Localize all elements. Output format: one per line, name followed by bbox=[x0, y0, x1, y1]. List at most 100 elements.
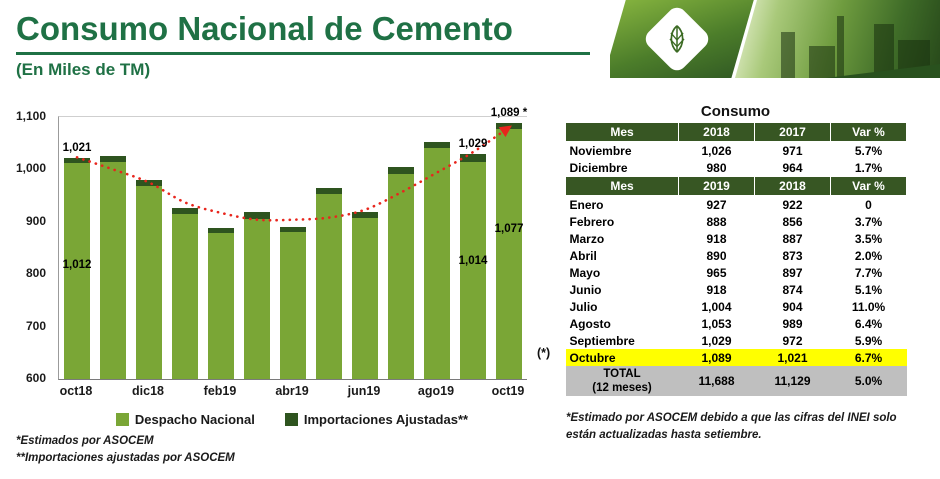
legend-swatch bbox=[284, 413, 298, 426]
consumo-table: Mes 2018 2017 Var % Noviembre 1,026 971 5.7% Dic… bbox=[565, 122, 907, 396]
y-tick-label: 900 bbox=[25, 213, 46, 228]
cell: 1,089 bbox=[678, 349, 755, 366]
bar-despacho-label: 1,012 bbox=[62, 259, 92, 272]
cell: Abril bbox=[569, 248, 597, 263]
cell: 6.4% bbox=[854, 316, 883, 331]
imports-segment-nov18 bbox=[100, 155, 126, 163]
cell: 3.5% bbox=[854, 231, 883, 246]
cell: 989 bbox=[782, 316, 803, 331]
table-row-noviembre: Noviembre 1,026 971 5.7% bbox=[566, 142, 907, 160]
cell: 7.7% bbox=[854, 265, 883, 280]
legend-label: Despacho Nacional bbox=[134, 412, 255, 427]
photo-silhouette bbox=[781, 32, 795, 78]
bar-dic18 bbox=[136, 179, 162, 379]
bar-nov18 bbox=[100, 155, 126, 379]
imports-segment-sep19 bbox=[460, 154, 486, 163]
y-axis: 1,100 1,000 900 800 700 600 bbox=[10, 109, 54, 385]
photo-silhouette bbox=[837, 16, 844, 78]
x-tick-label: ago19 bbox=[417, 384, 455, 398]
column-header: 2017 bbox=[754, 122, 831, 142]
bar-jul19 bbox=[388, 167, 414, 379]
table-header-row: Mes 2018 2017 Var % bbox=[565, 122, 907, 142]
y-tick-label: 600 bbox=[25, 371, 46, 385]
bar-oct19 bbox=[496, 122, 522, 379]
column-header: 2019 bbox=[678, 176, 755, 196]
page-subtitle: (En Miles de TM) bbox=[16, 60, 151, 79]
cell: 971 bbox=[782, 143, 803, 158]
imports-segment-ene19 bbox=[172, 207, 198, 214]
total-label-line1: TOTAL bbox=[603, 367, 641, 380]
table-row-agosto: Agosto 1,053 989 6.4% bbox=[566, 315, 907, 332]
total-label-line2: (12 meses) bbox=[592, 382, 652, 394]
cell: 1,029 bbox=[701, 333, 732, 348]
bar-slot-feb19 bbox=[203, 117, 239, 379]
imports-segment-jul19 bbox=[388, 167, 414, 174]
cell: Mayo bbox=[569, 265, 601, 280]
bar-total-label: 1,021 bbox=[62, 142, 92, 155]
table-header-row: Mes 2019 2018 Var % bbox=[565, 176, 907, 196]
x-tick-label: dic18 bbox=[132, 384, 164, 398]
cell: Febrero bbox=[569, 214, 615, 229]
cell: 1,053 bbox=[701, 316, 732, 331]
x-tick-label: abr19 bbox=[275, 384, 309, 398]
imports-segment-abr19 bbox=[280, 227, 306, 233]
cell: 918 bbox=[706, 231, 727, 246]
bar-slot-may19 bbox=[311, 117, 347, 379]
bar-slot-oct19 bbox=[491, 117, 527, 379]
cell: Marzo bbox=[569, 231, 605, 246]
x-tick-label: oct18 bbox=[59, 384, 93, 398]
imports-segment-may19 bbox=[316, 187, 342, 195]
consumption-chart: 1,100 1,000 900 800 700 600 1,021 1,012 1,029 1,… bbox=[10, 100, 527, 450]
bar-slot-mar19 bbox=[239, 117, 275, 379]
imports-segment-oct19 bbox=[496, 122, 522, 130]
cell: 11.0% bbox=[851, 299, 886, 314]
cell: 918 bbox=[706, 282, 727, 297]
cell: 887 bbox=[782, 231, 803, 246]
total-label: TOTAL (12 meses) bbox=[565, 366, 679, 396]
column-header: Mes bbox=[565, 122, 679, 142]
table-row-marzo: Marzo 918 887 3.5% bbox=[566, 230, 907, 247]
table-total-row: TOTAL (12 meses) 11,688 11,129 5.0% bbox=[565, 366, 907, 396]
bar-mar19 bbox=[244, 212, 270, 379]
legend-label: Importaciones Ajustadas** bbox=[303, 412, 469, 427]
table-row-junio: Junio 918 874 5.1% bbox=[566, 281, 907, 298]
legend-swatch bbox=[115, 413, 129, 426]
table-row-octubre: Octubre 1,089 1,021 6.7% bbox=[565, 349, 907, 366]
cell: 964 bbox=[782, 160, 803, 175]
total-cell: 5.0% bbox=[830, 366, 907, 396]
table-row-mayo: Mayo 965 897 7.7% bbox=[566, 264, 907, 281]
chart-legend: Despacho Nacional Importaciones Ajustadas… bbox=[58, 412, 526, 427]
photo-silhouette bbox=[809, 46, 835, 78]
total-cell: 11,688 bbox=[678, 366, 755, 396]
cell: 890 bbox=[706, 248, 727, 263]
bar-abr19 bbox=[280, 227, 306, 379]
cell: 922 bbox=[782, 197, 803, 212]
total-cell: 11,129 bbox=[754, 366, 831, 396]
cell: Enero bbox=[569, 197, 604, 212]
imports-segment-oct18 bbox=[64, 158, 90, 164]
bar-slot-oct18 bbox=[59, 117, 95, 379]
y-tick-label: 1,100 bbox=[15, 109, 46, 123]
x-tick-label: oct19 bbox=[491, 384, 525, 398]
column-header: Mes bbox=[565, 176, 679, 196]
header-photo bbox=[735, 0, 940, 78]
bar-may19 bbox=[316, 187, 342, 379]
chart-footnote-2: **Importaciones ajustadas por ASOCEM bbox=[16, 451, 235, 464]
column-header: Var % bbox=[830, 122, 907, 142]
imports-segment-ago19 bbox=[424, 141, 450, 149]
cell: 1,004 bbox=[701, 299, 732, 314]
bar-slot-jun19 bbox=[347, 117, 383, 379]
plot-area: 1,021 1,012 1,029 1,014 1,089 * 1,077 bbox=[58, 107, 527, 380]
bar-slot-ene19 bbox=[167, 117, 203, 379]
page-title: Consumo Nacional de Cemento bbox=[16, 10, 513, 47]
bar-slot-ago19 bbox=[419, 117, 455, 379]
asocem-logo bbox=[641, 3, 713, 75]
cell: Junio bbox=[569, 282, 602, 297]
cell: 6.7% bbox=[830, 349, 907, 366]
cell: 1.7% bbox=[854, 160, 883, 175]
cell: 888 bbox=[706, 214, 727, 229]
x-tick-label: jun19 bbox=[347, 384, 381, 398]
cell: 897 bbox=[782, 265, 803, 280]
bar-total-label: 1,029 bbox=[458, 138, 488, 151]
